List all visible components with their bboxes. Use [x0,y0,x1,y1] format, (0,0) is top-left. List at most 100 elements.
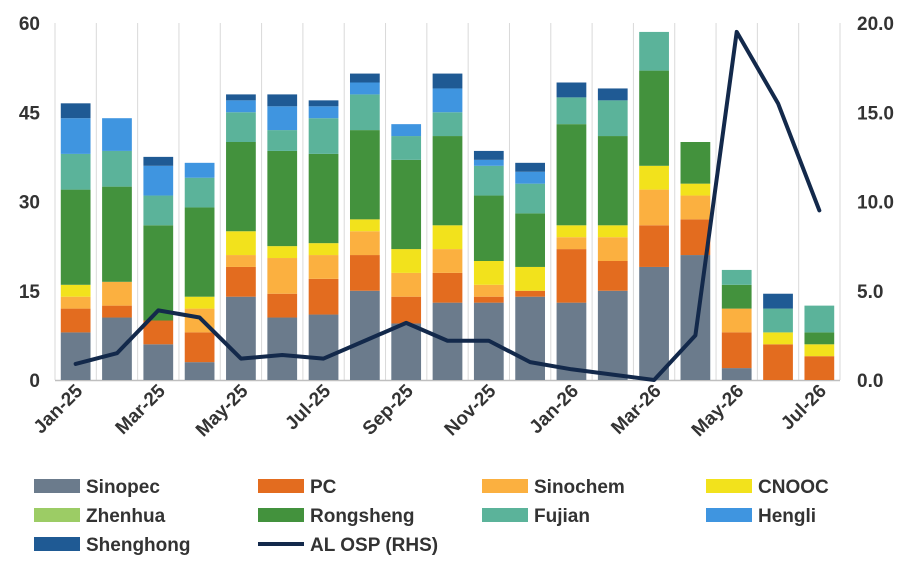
bar-segment [143,195,174,226]
bar-segment [721,284,752,309]
bar-segment [267,130,298,151]
legend-swatch [706,479,752,493]
legend-swatch [34,537,80,551]
bar-segment [639,225,669,267]
legend-label: Rongsheng [310,506,415,527]
bar-segment [308,255,339,279]
y-tick-label-left: 30 [19,193,40,214]
y-tick-label-left: 60 [19,14,40,35]
bar-segment [184,362,215,380]
legend-swatch [706,508,752,522]
y-tick-label-left: 15 [19,282,41,303]
x-tick-label: Jul-25 [281,380,335,434]
bar-segment [763,308,793,333]
bar-segment [639,189,669,226]
x-tick-label: Jul-26 [777,381,831,435]
bar-segment [473,296,504,303]
bar-segment [639,165,669,190]
bar-segment [102,305,132,318]
bar-segment [391,323,422,380]
bar-segment [432,136,463,226]
bar-segment [226,255,256,267]
bar-segment [721,308,752,333]
y-tick-label-left: 45 [19,103,41,124]
bar-segment [267,246,298,259]
y-axis-right: 0.0 5.0 10.0 15.0 20.0 [857,14,894,392]
bar-segment [597,290,628,380]
bar-segment [102,150,132,187]
bar-segment [60,296,91,309]
bar-segment [143,156,174,166]
legend-swatch [482,508,528,522]
bar-segment [184,207,215,297]
bar-segment [267,150,298,247]
bar-segment [556,249,587,303]
legend-swatch [34,479,80,493]
bar-segment [597,237,628,261]
bar-segment [102,281,132,306]
bar-segment [267,293,298,318]
bar-segment [308,153,339,244]
bar-segment [226,142,256,232]
y-tick-label-right: 15.0 [857,103,894,124]
bar-segment [60,332,91,380]
bar-segment [556,82,587,98]
y-axis-left: 0 15 30 45 60 [19,14,41,392]
bar-segment [226,266,256,297]
bar-segment [515,183,546,214]
legend-label: Sinochem [534,477,625,498]
bar-segment [143,225,174,321]
bar-segment [102,317,132,380]
gridlines [54,23,841,380]
line-series-al-osp [73,29,822,382]
bar-segment [515,290,546,297]
bar-segment [349,255,380,291]
legend-label: Hengli [758,506,816,527]
bar-segment [349,73,380,83]
bar-segment [60,153,91,190]
bar-segment [308,118,339,154]
legend-label: Zhenhua [86,506,166,527]
bar-segment [60,189,91,285]
bar-segment [597,261,628,291]
bar-segment [184,296,215,309]
bar-segment [143,165,174,196]
x-tick-label: Jan-26 [526,381,583,438]
x-tick-label: May-25 [192,380,253,441]
bar-segment [143,320,174,345]
bar-segment [680,195,711,220]
bar-segment [60,118,91,154]
y-tick-label-right: 10.0 [857,193,894,214]
bar-segment [639,70,669,166]
bar-segment [391,272,422,297]
x-axis: Jan-25 Mar-25 May-25 Jul-25 Sep-25 Nov-25 Jan-… [30,380,831,441]
bar-segment [473,284,504,297]
line-series-layer [73,29,822,382]
bar-segment [60,103,91,119]
bar-segment [391,124,422,137]
x-tick-label: May-26 [688,381,748,441]
bar-segment [391,296,422,324]
bar-segment [391,249,422,273]
bar-segment [597,88,628,101]
bar-segment [515,296,546,380]
bar-segment [515,266,546,291]
bar-segment [763,344,793,380]
bar-segment [432,88,463,113]
bar-segment [102,186,132,282]
x-tick-label: Mar-25 [112,380,170,438]
bar-segment [226,112,256,142]
bar-segment [184,177,215,208]
bar-segment [60,284,91,297]
bar-segment [184,332,215,363]
bar-segment [308,243,339,256]
bar-segment [60,308,91,333]
bar-segment [804,344,835,357]
y-tick-label-right: 0.0 [857,371,883,392]
legend-label: PC [310,477,337,498]
bar-segment [680,183,711,196]
legend-swatch [258,479,304,493]
bar-segment [473,195,504,261]
bar-segment [556,225,587,238]
